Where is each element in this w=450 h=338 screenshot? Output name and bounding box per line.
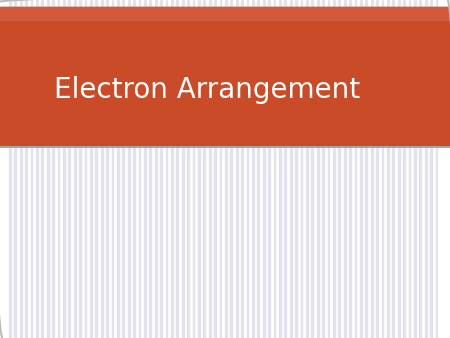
Bar: [122, 0, 124, 338]
Bar: [20, 0, 22, 338]
Bar: [187, 0, 189, 338]
Bar: [274, 0, 275, 338]
Bar: [209, 0, 211, 338]
Bar: [328, 0, 329, 338]
Bar: [284, 0, 286, 338]
Bar: [301, 0, 302, 338]
Bar: [106, 0, 108, 338]
Bar: [155, 0, 157, 338]
Bar: [403, 0, 405, 338]
Bar: [117, 0, 119, 338]
Bar: [52, 0, 54, 338]
Bar: [63, 0, 65, 338]
Bar: [333, 0, 335, 338]
Bar: [295, 0, 297, 338]
Bar: [149, 0, 151, 338]
Bar: [371, 0, 373, 338]
Bar: [0, 7, 450, 20]
Bar: [338, 0, 340, 338]
Bar: [14, 0, 16, 338]
Bar: [247, 0, 248, 338]
Bar: [203, 0, 205, 338]
Bar: [139, 0, 140, 338]
Bar: [133, 0, 135, 338]
Bar: [0, 7, 450, 145]
Bar: [225, 0, 227, 338]
Bar: [31, 0, 32, 338]
Bar: [193, 0, 194, 338]
Bar: [112, 0, 113, 338]
Bar: [85, 0, 86, 338]
Bar: [58, 0, 59, 338]
Bar: [257, 0, 259, 338]
Bar: [236, 0, 238, 338]
Bar: [311, 0, 313, 338]
Bar: [306, 0, 308, 338]
Bar: [220, 0, 221, 338]
Bar: [425, 0, 427, 338]
Bar: [47, 0, 49, 338]
Bar: [317, 0, 319, 338]
Bar: [128, 0, 130, 338]
Bar: [25, 0, 27, 338]
Bar: [90, 0, 92, 338]
Bar: [252, 0, 254, 338]
Bar: [230, 0, 232, 338]
Bar: [160, 0, 162, 338]
Bar: [322, 0, 324, 338]
Bar: [392, 0, 394, 338]
Bar: [176, 0, 178, 338]
Bar: [409, 0, 410, 338]
Bar: [95, 0, 97, 338]
Bar: [355, 0, 356, 338]
Bar: [414, 0, 416, 338]
Bar: [144, 0, 146, 338]
Bar: [279, 0, 281, 338]
Bar: [290, 0, 292, 338]
Bar: [79, 0, 81, 338]
Text: Electron Arrangement: Electron Arrangement: [54, 76, 360, 103]
Bar: [41, 0, 43, 338]
Bar: [263, 0, 265, 338]
Bar: [349, 0, 351, 338]
Bar: [74, 0, 76, 338]
Bar: [268, 0, 270, 338]
Bar: [68, 0, 70, 338]
Bar: [360, 0, 362, 338]
Bar: [344, 0, 346, 338]
Bar: [198, 0, 200, 338]
Bar: [9, 0, 11, 338]
Bar: [376, 0, 378, 338]
Bar: [182, 0, 184, 338]
Bar: [419, 0, 421, 338]
Bar: [36, 0, 38, 338]
Bar: [398, 0, 400, 338]
Bar: [166, 0, 167, 338]
Bar: [436, 0, 437, 338]
Bar: [387, 0, 389, 338]
Bar: [241, 0, 243, 338]
Bar: [365, 0, 367, 338]
Bar: [214, 0, 216, 338]
Bar: [171, 0, 173, 338]
Bar: [430, 0, 432, 338]
Bar: [382, 0, 383, 338]
Bar: [101, 0, 103, 338]
